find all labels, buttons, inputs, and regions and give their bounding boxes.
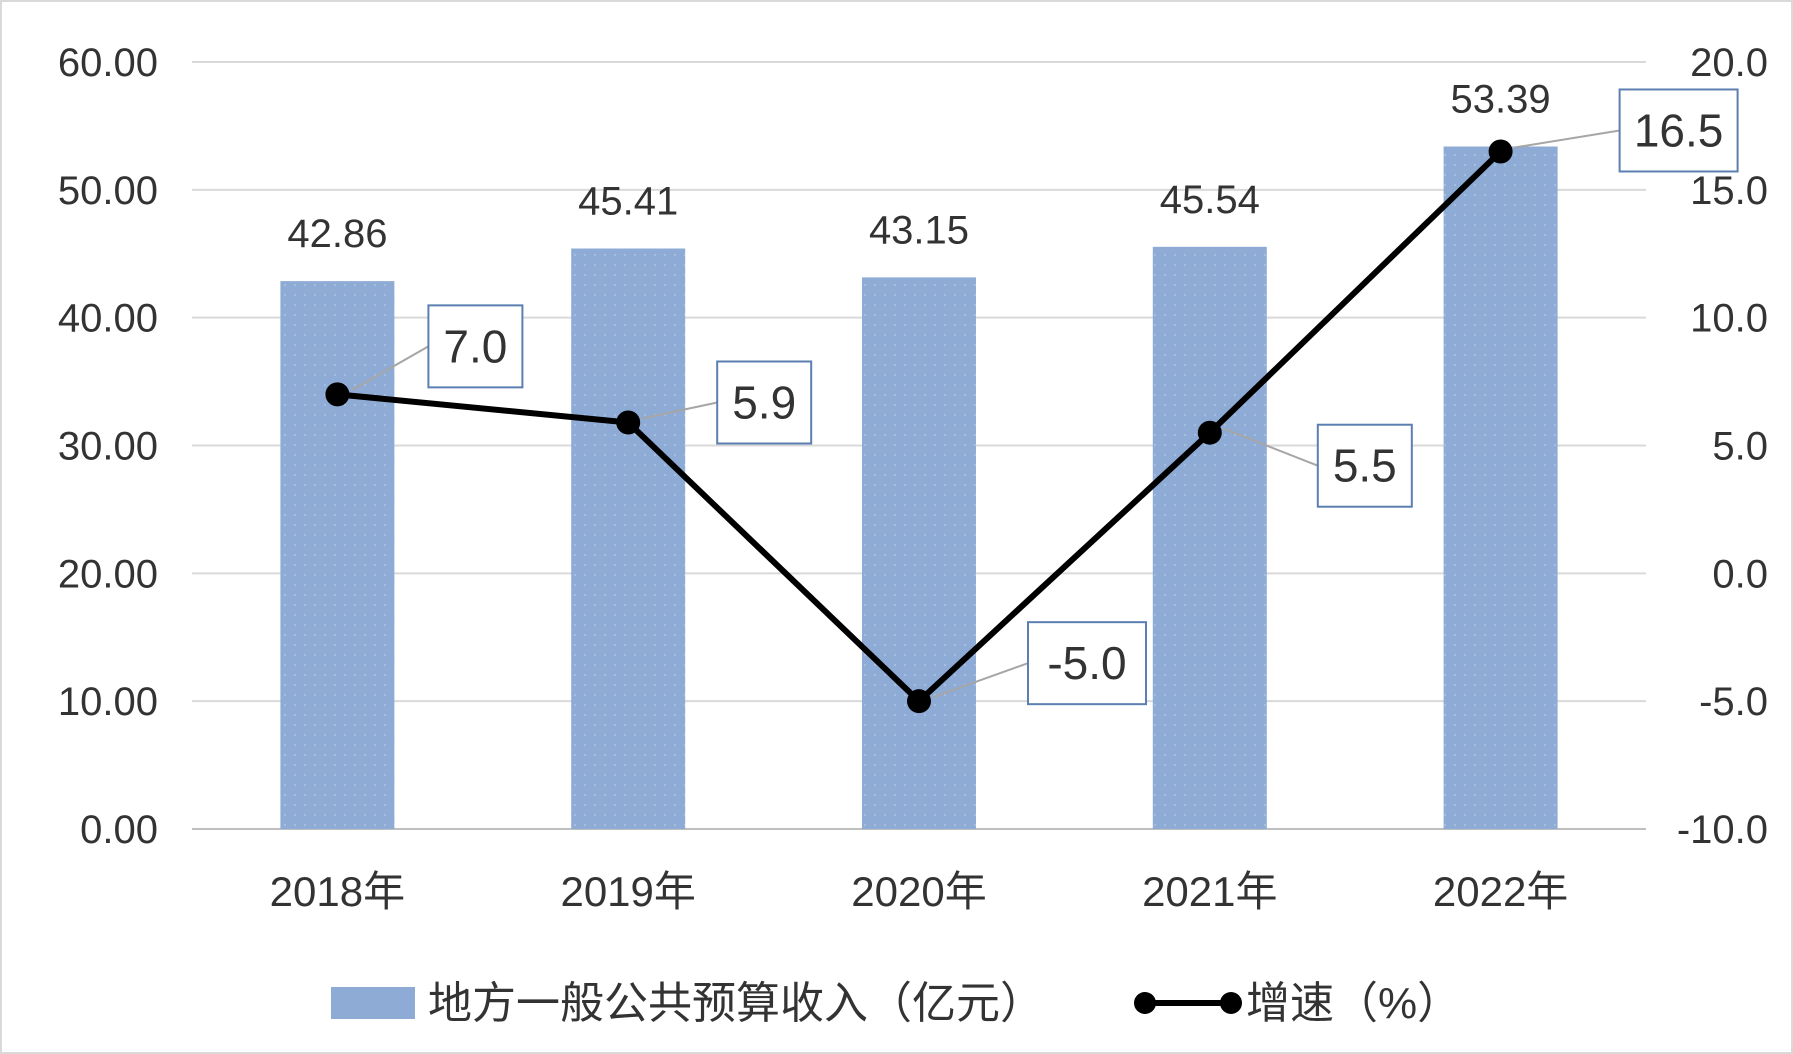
legend-swatch-bar bbox=[331, 987, 415, 1019]
legend-swatch-marker bbox=[1134, 992, 1156, 1014]
label-leader-line bbox=[641, 401, 718, 420]
bar-value-label: 53.39 bbox=[1451, 77, 1551, 121]
y-left-tick-label: 20.00 bbox=[58, 552, 158, 596]
bar bbox=[862, 277, 976, 829]
y-left-tick-label: 50.00 bbox=[58, 169, 158, 213]
legend: 地方一般公共预算收入（亿元） 增速（%） bbox=[331, 979, 1461, 1028]
label-leader-line bbox=[1223, 427, 1319, 467]
bar bbox=[1152, 246, 1267, 830]
line-series bbox=[325, 139, 1513, 714]
growth-point bbox=[325, 382, 350, 407]
rate-value-label: 16.5 bbox=[1634, 104, 1724, 156]
bar-value-label: 45.54 bbox=[1160, 178, 1260, 222]
y-right-tick-label: 0.0 bbox=[1712, 552, 1768, 596]
legend-label-line: 增速（%） bbox=[1246, 979, 1461, 1028]
y-right-tick-label: 20.0 bbox=[1690, 41, 1768, 85]
y-right-tick-label: -5.0 bbox=[1699, 680, 1768, 724]
growth-point bbox=[616, 410, 641, 435]
bar-value-label: 42.86 bbox=[287, 212, 387, 256]
legend-swatch-marker bbox=[1220, 992, 1242, 1014]
y-right-tick-label: -10.0 bbox=[1677, 808, 1768, 852]
x-category-label: 2021年 bbox=[1142, 868, 1277, 915]
x-category-label: 2019年 bbox=[560, 868, 695, 915]
y-left-tick-label: 10.00 bbox=[58, 680, 158, 724]
x-category-label: 2022年 bbox=[1433, 868, 1568, 915]
label-leader-line bbox=[350, 345, 429, 392]
label-leader-line bbox=[1514, 129, 1620, 149]
y-left-tick-label: 30.00 bbox=[58, 425, 158, 469]
y-left-tick-label: 40.00 bbox=[58, 297, 158, 341]
rate-value-label: 7.0 bbox=[443, 320, 507, 372]
rate-value-label: 5.9 bbox=[732, 376, 796, 428]
rate-label-box bbox=[716, 360, 813, 445]
y-right-tick-label: 15.0 bbox=[1690, 169, 1768, 213]
growth-point bbox=[1488, 139, 1513, 164]
rate-label-box bbox=[1027, 621, 1147, 706]
rate-label-box bbox=[427, 304, 524, 389]
bar-series bbox=[280, 146, 1558, 830]
bar bbox=[571, 248, 686, 829]
bar bbox=[1443, 146, 1558, 830]
rate-label-box bbox=[1618, 88, 1739, 173]
legend-label-bar: 地方一般公共预算收入（亿元） bbox=[428, 979, 1044, 1028]
x-category-label: 2020年 bbox=[851, 868, 986, 915]
data-labels: 42.86 45.41 43.15 45.54 53.39 7.0 5.9 -5.0 5.5 16… bbox=[287, 77, 1739, 706]
y-right-tick-label: 5.0 bbox=[1712, 425, 1768, 469]
axes: 0.00 -10.0 10.00 -5.0 20.00 0.0 30.00 5.0 40.00 1… bbox=[58, 41, 1768, 915]
bar-value-label: 45.41 bbox=[578, 180, 678, 224]
bar bbox=[280, 281, 395, 829]
growth-point bbox=[907, 689, 931, 714]
x-category-label: 2018年 bbox=[270, 868, 405, 915]
y-left-tick-label: 60.00 bbox=[58, 41, 158, 85]
growth-point bbox=[1197, 420, 1222, 445]
y-left-tick-label: 0.00 bbox=[80, 808, 158, 852]
y-right-tick-label: 10.0 bbox=[1690, 297, 1768, 341]
label-leader-line bbox=[932, 662, 1029, 699]
rate-value-label: -5.0 bbox=[1047, 637, 1126, 689]
bar-value-label: 43.15 bbox=[869, 208, 969, 252]
rate-value-label: 5.5 bbox=[1333, 440, 1397, 492]
rate-label-box bbox=[1316, 423, 1413, 508]
